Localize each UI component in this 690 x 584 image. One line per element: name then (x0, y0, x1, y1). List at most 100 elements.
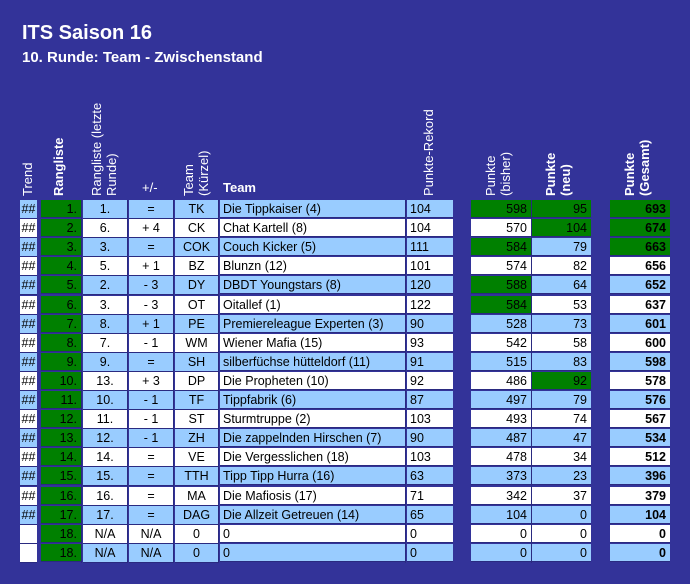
trend-cell: ## (20, 257, 37, 277)
points-total-cell: 663 (610, 238, 670, 257)
rank-cell: 10. (41, 371, 81, 390)
rank-cell: 15. (41, 467, 81, 486)
points-total-cell: 104 (610, 505, 670, 524)
points-total-cell: 637 (610, 295, 670, 314)
team-code-cell: TTH (175, 467, 218, 487)
diff-cell: - 3 (129, 276, 173, 296)
diff-cell: + 3 (129, 371, 173, 391)
rank-cell: 2. (41, 219, 81, 238)
trend-cell: ## (20, 314, 37, 334)
diff-cell: - 1 (129, 333, 173, 353)
trend-cell: ## (20, 219, 37, 239)
trend-cell: ## (20, 200, 37, 219)
points-before-cell: 584 (471, 238, 531, 257)
rank-cell: 4. (41, 257, 81, 276)
points-new-cell: 95 (531, 200, 591, 218)
record-cell: 87 (407, 391, 453, 409)
team-name-cell: DBDT Youngstars (8) (220, 276, 405, 295)
team-name-cell: Die Mafiosis (17) (220, 486, 405, 505)
trend-cell: ## (20, 429, 37, 449)
trend-cell: ## (20, 391, 37, 410)
trend-cell: ## (20, 295, 37, 315)
last-rank-cell: 2. (83, 276, 127, 296)
points-before-cell: 584 (471, 295, 531, 314)
team-code-cell: BZ (175, 257, 218, 277)
team-code-cell: PE (175, 314, 218, 334)
diff-cell: - 1 (129, 391, 173, 410)
page-subtitle: 10. Runde: Team - Zwischenstand (22, 49, 263, 66)
team-name-cell: Die Vergesslichen (18) (220, 448, 405, 467)
table-row: ## 2. 6. + 4 CK Chat Kartell (8) 104 570 104 674 (20, 219, 670, 239)
record-cell: 104 (407, 200, 453, 218)
header-team: Team (223, 180, 256, 195)
record-cell: 0 (407, 524, 453, 543)
points-before-cell: 487 (471, 429, 531, 448)
diff-cell: = (129, 505, 173, 525)
last-rank-cell: 14. (83, 448, 127, 468)
record-cell: 103 (407, 410, 453, 429)
rank-cell: 14. (41, 448, 81, 467)
last-rank-cell: 17. (83, 505, 127, 525)
column-divider (173, 200, 174, 563)
diff-cell: N/A (129, 543, 173, 563)
rank-cell: 11. (41, 391, 81, 409)
table-row: ## 14. 14. = VE Die Vergesslichen (18) 103 478 3… (20, 448, 670, 468)
table-row: ## 15. 15. = TTH Tipp Tipp Hurra (16) 63 373 23 3… (20, 467, 670, 487)
team-code-cell: MA (175, 486, 218, 506)
points-before-cell: 515 (471, 352, 531, 371)
trend-cell: ## (20, 333, 37, 353)
record-cell: 92 (407, 371, 453, 390)
team-code-cell: DP (175, 371, 218, 391)
team-code-cell: TF (175, 391, 218, 410)
table-row: ## 3. 3. = COK Couch Kicker (5) 111 584 79 663 (20, 238, 670, 258)
rank-cell: 18. (41, 524, 81, 543)
table-row: ## 11. 10. - 1 TF Tippfabrik (6) 87 497 79 576 (20, 391, 670, 410)
trend-cell: ## (20, 486, 37, 506)
record-cell: 0 (407, 543, 453, 562)
table-row: 18. N/A N/A 0 0 0 0 0 0 (20, 524, 670, 544)
last-rank-cell: 13. (83, 371, 127, 391)
trend-cell: ## (20, 276, 37, 296)
diff-cell: + 1 (129, 257, 173, 277)
rank-cell: 6. (41, 295, 81, 314)
points-before-cell: 373 (471, 467, 531, 486)
points-new-cell: 53 (531, 295, 591, 314)
table-row: ## 17. 17. = DAG Die Allzeit Getreuen (14) 65 1… (20, 505, 670, 525)
header-rangliste: Rangliste (51, 137, 66, 196)
points-total-cell: 674 (610, 219, 670, 238)
points-before-cell: 342 (471, 486, 531, 505)
points-total-cell: 578 (610, 371, 670, 390)
rank-cell: 7. (41, 314, 81, 333)
points-total-cell: 534 (610, 429, 670, 448)
last-rank-cell: N/A (83, 543, 127, 563)
table-row: ## 13. 12. - 1 ZH Die zappelnden Hirschen (7)… (20, 429, 670, 449)
diff-cell: - 1 (129, 429, 173, 449)
last-rank-cell: 3. (83, 238, 127, 258)
points-total-cell: 0 (610, 543, 670, 562)
last-rank-cell: 1. (83, 200, 127, 219)
table-row: ## 5. 2. - 3 DY DBDT Youngstars (8) 120 588 64 65… (20, 276, 670, 296)
column-divider (127, 200, 128, 563)
header-punkte-neu: Punkte (neu) (543, 152, 573, 196)
points-new-cell: 0 (531, 524, 591, 543)
table-row: ## 8. 7. - 1 WM Wiener Mafia (15) 93 542 58 600 (20, 333, 670, 353)
points-before-cell: 497 (471, 391, 531, 409)
column-divider (81, 200, 82, 563)
last-rank-cell: 11. (83, 410, 127, 430)
team-code-cell: TK (175, 200, 218, 219)
rank-cell: 5. (41, 276, 81, 295)
record-cell: 65 (407, 505, 453, 524)
points-before-cell: 104 (471, 505, 531, 524)
table-row: ## 7. 8. + 1 PE Premiereleague Experten (3) 90… (20, 314, 670, 334)
team-name-cell: Chat Kartell (8) (220, 219, 405, 238)
diff-cell: N/A (129, 524, 173, 544)
points-before-cell: 493 (471, 410, 531, 429)
last-rank-cell: 6. (83, 219, 127, 239)
points-new-cell: 104 (531, 219, 591, 238)
record-cell: 91 (407, 352, 453, 371)
team-code-cell: ST (175, 410, 218, 430)
team-code-cell: OT (175, 295, 218, 315)
record-cell: 101 (407, 257, 453, 276)
diff-cell: = (129, 448, 173, 468)
record-cell: 93 (407, 333, 453, 352)
